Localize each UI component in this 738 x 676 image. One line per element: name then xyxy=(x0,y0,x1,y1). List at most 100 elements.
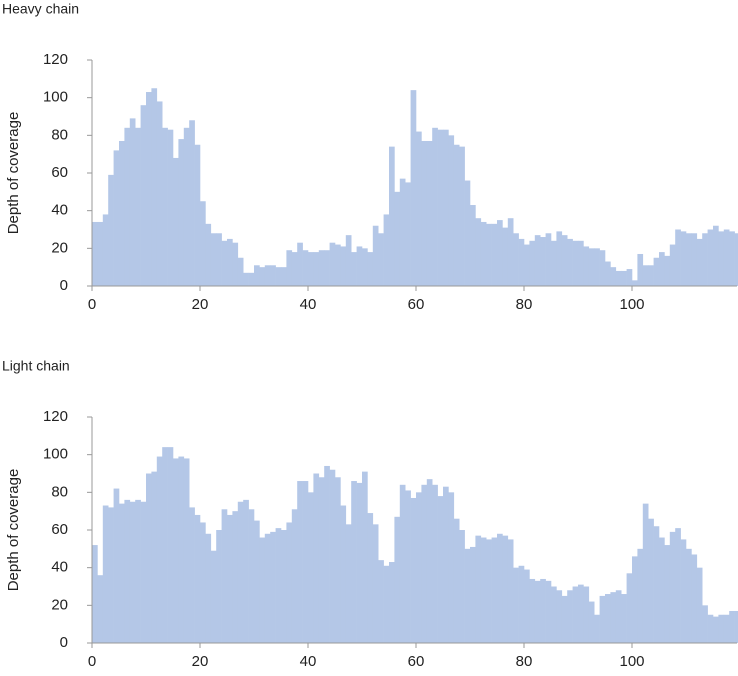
bar xyxy=(470,205,476,286)
bar xyxy=(686,548,692,643)
bar xyxy=(351,481,357,643)
bar xyxy=(551,586,557,643)
bar xyxy=(610,592,617,643)
bar xyxy=(232,511,239,643)
bar xyxy=(723,614,730,643)
bar xyxy=(588,601,595,643)
bar xyxy=(389,562,395,643)
bar xyxy=(583,246,590,286)
bar xyxy=(578,584,584,643)
bar xyxy=(113,488,120,643)
bar xyxy=(151,88,158,286)
bar xyxy=(162,127,168,286)
bar xyxy=(324,465,330,643)
bar xyxy=(151,471,158,643)
bar xyxy=(437,496,444,643)
bar xyxy=(329,242,336,286)
bar xyxy=(178,139,185,286)
bar xyxy=(707,614,714,643)
bar xyxy=(297,481,303,643)
bar xyxy=(410,90,417,286)
bar xyxy=(691,233,698,286)
chart-title: Light chain xyxy=(2,358,70,374)
bar xyxy=(308,252,314,286)
bar xyxy=(632,280,638,286)
x-tick-label: 80 xyxy=(516,653,533,670)
bar xyxy=(567,238,573,286)
bar xyxy=(399,178,406,286)
bar xyxy=(583,586,590,643)
bar xyxy=(275,528,282,643)
bar xyxy=(227,238,233,286)
bar xyxy=(189,507,195,643)
bar xyxy=(729,610,735,643)
bar xyxy=(561,595,568,643)
bar xyxy=(621,270,627,286)
bar xyxy=(383,214,390,286)
x-tick-label: 100 xyxy=(619,296,644,313)
bar xyxy=(448,492,455,643)
bar xyxy=(243,499,249,643)
bar xyxy=(713,225,719,286)
bar xyxy=(362,248,368,286)
bar xyxy=(443,129,449,286)
bar xyxy=(459,530,465,643)
x-tick-label: 20 xyxy=(192,653,209,670)
bar xyxy=(707,229,714,286)
bar xyxy=(108,507,114,643)
y-tick-label: 80 xyxy=(51,483,68,500)
bar xyxy=(324,250,330,286)
bar xyxy=(572,586,579,643)
bar xyxy=(281,530,287,643)
bar xyxy=(459,146,465,286)
bar xyxy=(367,513,374,643)
x-tick-label: 60 xyxy=(408,653,425,670)
bar xyxy=(92,545,98,643)
y-tick-label: 0 xyxy=(60,277,68,294)
bar xyxy=(254,265,260,286)
bar xyxy=(529,578,536,643)
bar xyxy=(426,479,433,643)
bar xyxy=(313,252,320,286)
bar xyxy=(437,129,444,286)
bar xyxy=(108,174,114,286)
bar xyxy=(540,237,546,286)
bar xyxy=(453,518,460,643)
bar xyxy=(308,492,314,643)
bar xyxy=(205,223,212,286)
bar xyxy=(200,522,206,643)
x-tick-label: 60 xyxy=(408,296,425,313)
bar xyxy=(718,231,725,286)
bar xyxy=(345,524,352,643)
bar xyxy=(286,522,293,643)
bar xyxy=(578,240,584,286)
bar xyxy=(534,235,541,286)
bar xyxy=(680,231,687,286)
bar xyxy=(556,231,563,286)
bar xyxy=(734,610,738,643)
y-tick-label: 80 xyxy=(51,126,68,143)
bar xyxy=(416,492,422,643)
bar xyxy=(669,531,676,643)
bar xyxy=(659,537,665,643)
bar xyxy=(216,233,222,286)
bar xyxy=(432,484,438,643)
bar xyxy=(567,590,573,643)
bar xyxy=(524,244,530,286)
bar xyxy=(259,537,266,643)
bar xyxy=(561,235,568,286)
y-tick-label: 20 xyxy=(51,596,68,613)
bar xyxy=(599,595,606,643)
bar xyxy=(426,140,433,286)
bar xyxy=(210,550,217,643)
bar xyxy=(664,255,671,286)
y-tick-label: 20 xyxy=(51,239,68,256)
bar xyxy=(637,253,644,286)
bar xyxy=(443,486,449,643)
bar xyxy=(464,180,471,286)
bar xyxy=(135,127,141,286)
y-tick-label: 40 xyxy=(51,202,68,219)
bar xyxy=(421,484,428,643)
bar xyxy=(637,548,644,643)
